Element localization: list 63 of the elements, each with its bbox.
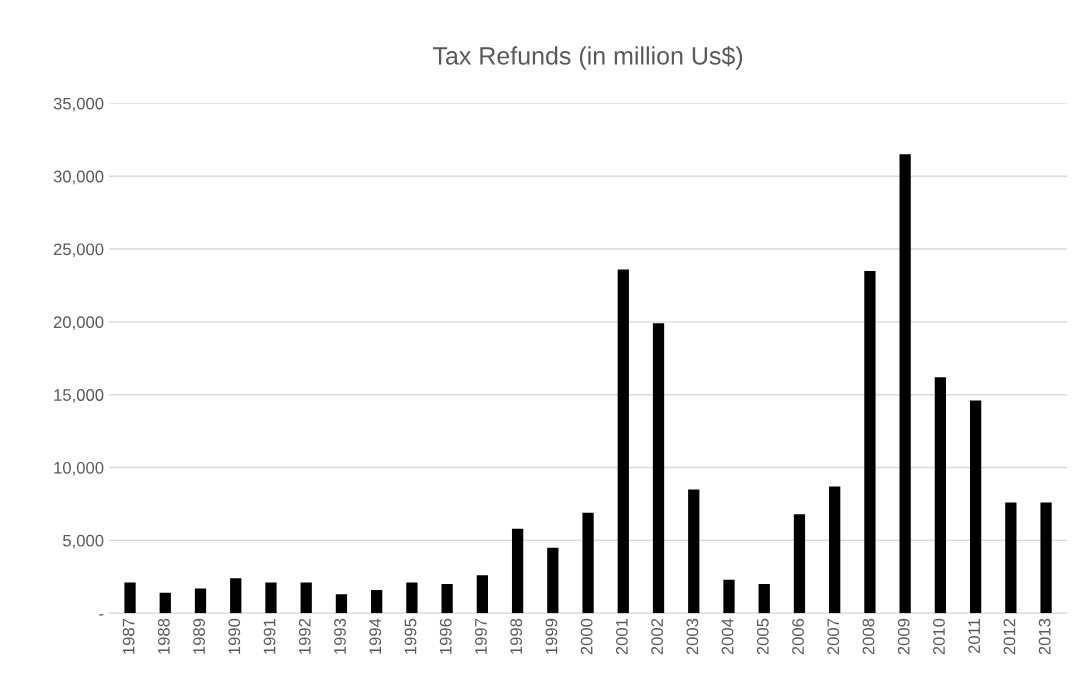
- x-tick-label: 1995: [404, 618, 417, 654]
- y-tick-label: -: [99, 614, 104, 616]
- bar: [300, 582, 312, 614]
- x-tick-label: 1996: [439, 618, 452, 654]
- x-tick-label: 2001: [615, 618, 628, 655]
- x-tick-label: 2011: [968, 618, 981, 654]
- x-tick-label: 2004: [721, 618, 734, 655]
- x-tick-label: 2013: [1038, 618, 1051, 655]
- bar: [406, 582, 418, 614]
- x-tick-label: 2007: [827, 618, 840, 655]
- x-tick-label: 1997: [475, 618, 487, 654]
- x-tick-label: 2012: [1003, 618, 1016, 655]
- x-tick-label: 1999: [545, 618, 558, 654]
- chart-title: Tax Refunds (in million Us$): [433, 45, 743, 70]
- bar: [652, 323, 665, 614]
- bar: [194, 588, 207, 614]
- x-tick-label: 1994: [369, 618, 382, 654]
- x-tick-label: 1991: [263, 618, 276, 654]
- bar: [864, 270, 876, 614]
- bar: [617, 269, 629, 614]
- y-tick-label: 20,000: [53, 316, 104, 331]
- x-tick-label: 2003: [686, 618, 699, 655]
- x-tick-label: 2010: [933, 618, 945, 655]
- x-tick-label: 2008: [862, 618, 875, 655]
- bar: [758, 584, 770, 614]
- bar: [265, 582, 277, 614]
- x-tick-label: 2000: [580, 618, 593, 655]
- bar: [547, 547, 559, 614]
- bar: [335, 594, 348, 614]
- bar: [969, 400, 982, 614]
- bar: [793, 514, 806, 614]
- bar: [441, 584, 453, 614]
- y-tick-label: 15,000: [54, 389, 104, 403]
- x-tick-label: 1990: [228, 618, 241, 654]
- bar: [371, 589, 383, 614]
- bar: [688, 489, 700, 614]
- bar: [1040, 502, 1052, 614]
- x-tick-label: 2006: [792, 618, 804, 655]
- bar: [124, 582, 136, 614]
- y-tick-label: 5,000: [63, 534, 104, 549]
- x-tick-label: 1998: [510, 618, 523, 654]
- x-tick-label: 1989: [193, 618, 205, 654]
- x-tick-label: 2005: [756, 618, 769, 655]
- bar: [723, 579, 735, 614]
- bar: [230, 578, 242, 614]
- bar: [159, 592, 171, 614]
- y-tick-label: 30,000: [53, 170, 104, 185]
- bar: [899, 154, 911, 614]
- x-tick-label: 2009: [897, 618, 910, 655]
- x-tick-label: 1993: [334, 618, 346, 654]
- x-tick-label: 1987: [122, 618, 135, 654]
- x-tick-label: 1992: [298, 618, 311, 654]
- bar: [1005, 502, 1017, 614]
- bar: [476, 575, 488, 614]
- bar: [582, 512, 594, 614]
- bar: [829, 486, 841, 614]
- y-tick-label: 10,000: [54, 461, 104, 476]
- y-tick-label: 35,000: [53, 97, 104, 112]
- y-tick-label: 25,000: [53, 243, 104, 258]
- x-tick-label: 2002: [651, 618, 663, 655]
- bar: [511, 528, 524, 614]
- x-tick-label: 1988: [157, 618, 170, 654]
- bar: [934, 377, 947, 614]
